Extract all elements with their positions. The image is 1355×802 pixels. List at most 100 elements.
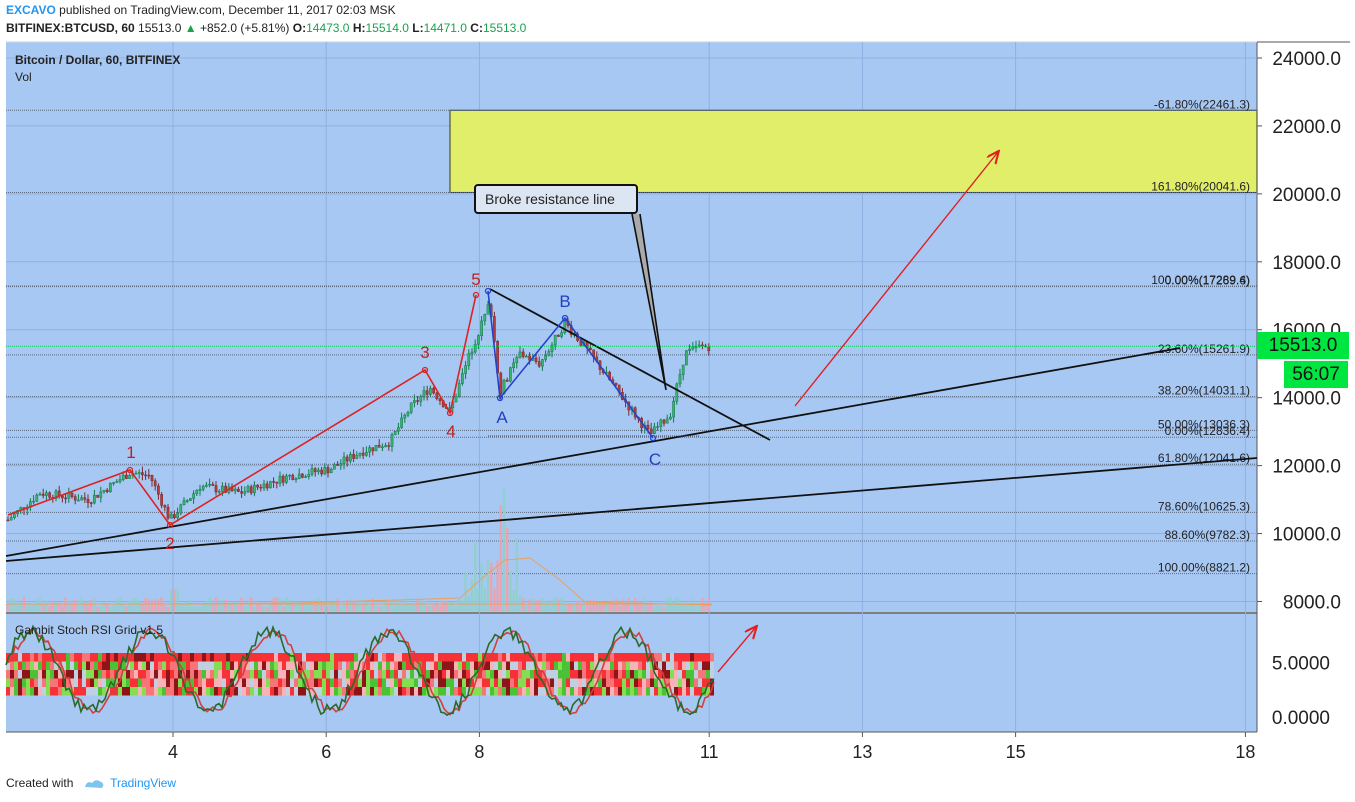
countdown-badge: 56:07 bbox=[1284, 361, 1348, 388]
rsi-grid-cell bbox=[222, 661, 226, 670]
volume-bar bbox=[573, 604, 576, 611]
indicator-name: Gambit Stoch RSI Grid v1.5 bbox=[15, 623, 164, 637]
candle-body bbox=[368, 447, 371, 453]
rsi-grid-cell bbox=[38, 661, 42, 670]
rsi-grid-cell bbox=[182, 653, 186, 662]
rsi-grid-cell bbox=[378, 661, 382, 670]
rsi-grid-cell bbox=[38, 653, 42, 662]
volume-bar bbox=[534, 601, 538, 611]
volume-bar bbox=[384, 602, 387, 611]
rsi-grid-cell bbox=[186, 678, 190, 687]
volume-bar bbox=[253, 606, 256, 611]
abc-label: A bbox=[496, 408, 508, 427]
rsi-grid-cell bbox=[178, 678, 182, 687]
rsi-grid-cell bbox=[638, 653, 642, 662]
rsi-grid-cell bbox=[206, 687, 210, 696]
rsi-grid-cell bbox=[678, 653, 682, 662]
rsi-grid-cell bbox=[442, 678, 446, 687]
rsi-grid-cell bbox=[442, 661, 446, 670]
rsi-grid-cell bbox=[90, 661, 94, 670]
rsi-grid-cell bbox=[186, 653, 190, 662]
close-value: 15513.0 bbox=[482, 21, 527, 35]
volume-bar bbox=[531, 598, 534, 611]
rsi-grid-cell bbox=[14, 661, 18, 670]
rsi-grid-cell bbox=[694, 653, 698, 662]
wave-label: 2 bbox=[165, 534, 174, 553]
candle-body bbox=[141, 472, 144, 476]
rsi-grid-cell bbox=[338, 661, 342, 670]
wave-point bbox=[166, 521, 174, 529]
rsi-grid-cell bbox=[402, 687, 406, 696]
rsi-grid-cell bbox=[690, 661, 694, 670]
rsi-grid-cell bbox=[310, 678, 314, 687]
rsi-grid-cell bbox=[210, 661, 214, 670]
abc-correction-path bbox=[487, 290, 654, 439]
rsi-grid-cell bbox=[454, 661, 458, 670]
rsi-grid-cell bbox=[366, 661, 370, 670]
volume-bar bbox=[483, 587, 486, 611]
author-name[interactable]: EXCAVO bbox=[6, 3, 56, 17]
volume-bar bbox=[134, 598, 138, 611]
abc-label: B bbox=[559, 292, 570, 311]
volume-bar bbox=[83, 602, 86, 611]
volume-bar bbox=[566, 604, 570, 611]
candle-body bbox=[307, 474, 311, 477]
rsi-grid-cell bbox=[86, 687, 90, 696]
candle-body bbox=[470, 351, 474, 354]
rsi-grid-cell bbox=[250, 678, 254, 687]
rsi-grid-cell bbox=[702, 661, 706, 670]
rsi-grid-cell bbox=[202, 678, 206, 687]
rsi-grid-cell bbox=[166, 653, 170, 662]
rsi-grid-cell bbox=[54, 687, 58, 696]
rsi-grid-cell bbox=[282, 653, 286, 662]
rsi-grid-cell bbox=[122, 670, 126, 679]
high-value: 15514.0 bbox=[365, 21, 409, 35]
rsi-grid-cell bbox=[314, 687, 318, 696]
rsi-grid-cell bbox=[78, 670, 82, 679]
rsi-grid-cell bbox=[510, 678, 514, 687]
volume-bar bbox=[45, 600, 48, 611]
rsi-grid-cell bbox=[554, 661, 558, 670]
rsi-grid-cell bbox=[158, 687, 162, 696]
price-badge: 15513.0 bbox=[1257, 332, 1349, 359]
rsi-grid-cell bbox=[154, 661, 158, 670]
volume-bar bbox=[394, 603, 397, 611]
rsi-grid-cell bbox=[566, 653, 570, 662]
rsi-grid-cell bbox=[462, 653, 466, 662]
rsi-grid-cell bbox=[242, 661, 246, 670]
candle-body bbox=[64, 497, 67, 500]
rsi-grid-cell bbox=[242, 670, 246, 679]
rsi-grid-cell bbox=[446, 670, 450, 679]
rsi-grid-cell bbox=[658, 670, 662, 679]
candle-body bbox=[6, 519, 10, 522]
rsi-grid-cell bbox=[702, 670, 706, 679]
rsi-grid-cell bbox=[270, 670, 274, 679]
rsi-grid-cell bbox=[30, 670, 34, 679]
volume-bar bbox=[163, 605, 166, 611]
volume-bar bbox=[442, 601, 445, 611]
rsi-grid-cell bbox=[458, 670, 462, 679]
rsi-grid-cell bbox=[578, 670, 582, 679]
wave-label: 3 bbox=[420, 343, 429, 362]
rsi-grid-cell bbox=[286, 670, 290, 679]
tradingview-link[interactable]: TradingView bbox=[110, 776, 177, 790]
candle-body bbox=[192, 493, 195, 499]
candle-body bbox=[67, 492, 71, 499]
rsi-grid-cell bbox=[558, 661, 562, 670]
rsi-grid-cell bbox=[606, 687, 610, 696]
volume-bar bbox=[154, 599, 157, 611]
rsi-grid-cell bbox=[378, 687, 382, 696]
rsi-grid-cell bbox=[442, 670, 446, 679]
candle-body bbox=[429, 387, 432, 395]
rsi-grid-cell bbox=[46, 670, 50, 679]
rsi-grid-cell bbox=[450, 670, 454, 679]
rsi-grid-cell bbox=[98, 670, 102, 679]
candle-body bbox=[499, 372, 503, 395]
volume-bar bbox=[688, 603, 691, 611]
volume-bar bbox=[246, 604, 250, 611]
rsi-grid-cell bbox=[630, 661, 634, 670]
rsi-grid-cell bbox=[334, 670, 338, 679]
candle-body bbox=[278, 475, 282, 484]
indicator-tick-label: 0.0000 bbox=[1272, 708, 1330, 729]
